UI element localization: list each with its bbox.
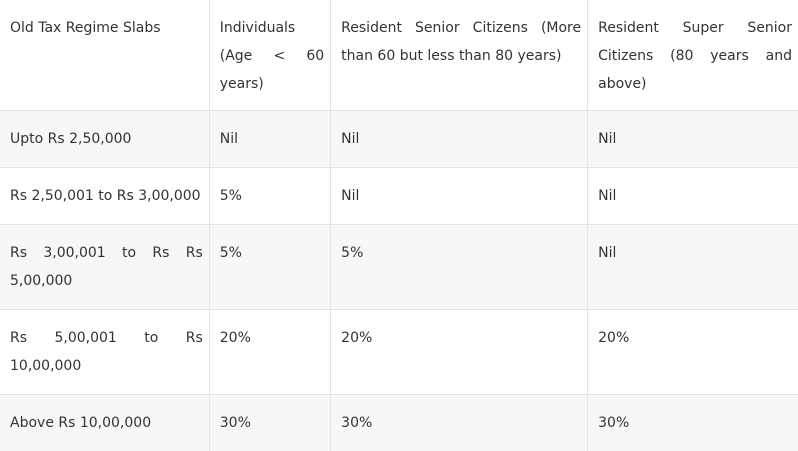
slab-cell: Above Rs 10,00,000 (0, 395, 209, 451)
rate-cell-individuals: Nil (209, 111, 330, 168)
table-row: Above Rs 10,00,000 30% 30% 30% (0, 395, 798, 451)
table-row: Upto Rs 2,50,000 Nil Nil Nil (0, 111, 798, 168)
slab-cell: Rs 5,00,001 to Rs 10,00,000 (0, 310, 209, 395)
slab-cell: Rs 3,00,001 to Rs Rs 5,00,000 (0, 225, 209, 310)
header-cell-slabs: Old Tax Regime Slabs (0, 0, 209, 111)
rate-cell-senior: Nil (331, 111, 588, 168)
rate-cell-senior: Nil (331, 168, 588, 225)
slab-cell: Rs 2,50,001 to Rs 3,00,000 (0, 168, 209, 225)
rate-cell-super-senior: Nil (588, 168, 798, 225)
rate-cell-super-senior: 20% (588, 310, 798, 395)
rate-cell-senior: 30% (331, 395, 588, 451)
rate-cell-individuals: 5% (209, 225, 330, 310)
header-cell-individuals: Individuals (Age < 60 years) (209, 0, 330, 111)
table-row: Rs 3,00,001 to Rs Rs 5,00,000 5% 5% Nil (0, 225, 798, 310)
rate-cell-senior: 5% (331, 225, 588, 310)
header-cell-super-senior-citizens: Resident Super Senior Citizens (80 years… (588, 0, 798, 111)
rate-cell-individuals: 20% (209, 310, 330, 395)
table-header-row: Old Tax Regime Slabs Individuals (Age < … (0, 0, 798, 111)
rate-cell-super-senior: Nil (588, 111, 798, 168)
rate-cell-super-senior: Nil (588, 225, 798, 310)
slab-cell: Upto Rs 2,50,000 (0, 111, 209, 168)
rate-cell-individuals: 30% (209, 395, 330, 451)
table-row: Rs 5,00,001 to Rs 10,00,000 20% 20% 20% (0, 310, 798, 395)
table-row: Rs 2,50,001 to Rs 3,00,000 5% Nil Nil (0, 168, 798, 225)
rate-cell-senior: 20% (331, 310, 588, 395)
rate-cell-individuals: 5% (209, 168, 330, 225)
header-cell-senior-citizens: Resident Senior Citizens (More than 60 b… (331, 0, 588, 111)
rate-cell-super-senior: 30% (588, 395, 798, 451)
